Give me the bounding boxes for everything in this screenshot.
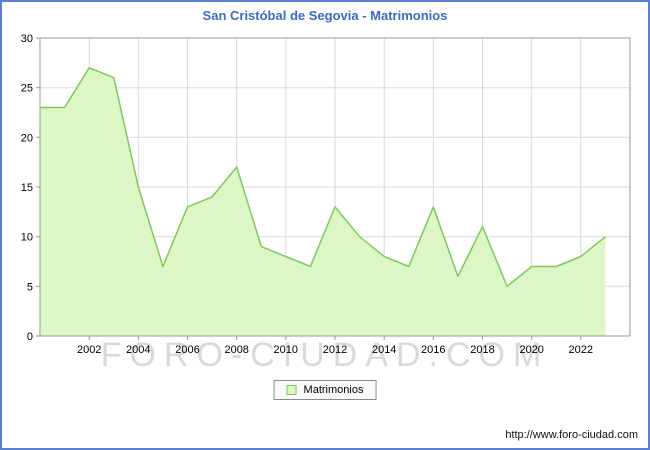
svg-text:0: 0 (27, 331, 33, 343)
svg-text:30: 30 (21, 33, 33, 45)
legend-swatch (286, 385, 297, 395)
svg-text:2008: 2008 (224, 344, 248, 356)
svg-text:20: 20 (21, 132, 33, 144)
svg-text:25: 25 (21, 83, 33, 95)
plot-svg: 0 5 10 15 20 25 30 2002 2004 2006 2008 2010 2012 2014… (21, 33, 631, 356)
svg-text:2006: 2006 (175, 344, 199, 356)
svg-text:2010: 2010 (274, 344, 298, 356)
chart-title: San Cristóbal de Segovia - Matrimonios (202, 8, 448, 23)
legend-label: Matrimonios (303, 384, 364, 396)
legend: Matrimonios (273, 380, 377, 400)
svg-text:15: 15 (21, 182, 33, 194)
svg-text:2002: 2002 (77, 344, 101, 356)
svg-text:2022: 2022 (569, 344, 593, 356)
svg-text:2020: 2020 (519, 344, 543, 356)
svg-text:5: 5 (27, 281, 33, 293)
footer-link[interactable]: http://www.foro-ciudad.com (505, 429, 638, 441)
svg-text:2012: 2012 (323, 344, 347, 356)
svg-text:2014: 2014 (372, 344, 396, 356)
svg-text:10: 10 (21, 232, 33, 244)
watermark: FORO-CIUDAD.COM (100, 336, 550, 374)
svg-text:2004: 2004 (126, 344, 150, 356)
svg-text:2016: 2016 (421, 344, 445, 356)
svg-text:2018: 2018 (470, 344, 494, 356)
